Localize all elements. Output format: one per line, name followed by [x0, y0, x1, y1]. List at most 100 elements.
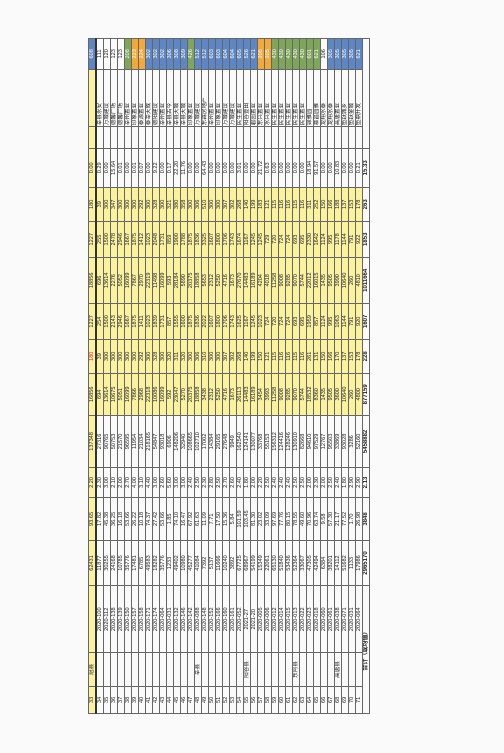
cell-j: 0.00 [327, 148, 335, 188]
cell-g: 1435 [320, 257, 328, 304]
cell-e: 115 [271, 339, 279, 374]
cell-f: 693 [292, 303, 300, 340]
cell-j: 0.01 [131, 148, 139, 188]
cell-area: 33067 [299, 540, 307, 586]
cell-g: 20375 [187, 257, 195, 304]
cell-b: 2.50 [264, 467, 272, 498]
cell-j: 0.00 [320, 148, 328, 188]
cell-area: 47305 [306, 540, 314, 586]
cell-h: 1500 [103, 221, 111, 258]
cell-code: 2020-071 [341, 585, 349, 653]
cell-d: 1673 [229, 373, 237, 416]
cell-dist [229, 652, 237, 687]
cell-g: 14483 [243, 257, 251, 304]
cell-h: 1144 [341, 221, 349, 258]
cell-h: 3325 [201, 221, 209, 258]
cell-area: 22061 [264, 540, 272, 586]
cell-no: 36 [110, 686, 118, 714]
cell-i: 300 [187, 187, 195, 222]
cell-c: 93018 [159, 415, 167, 468]
cell-area: 6384 [320, 540, 328, 586]
table-row: 38 2020-150 35776 53.66 2.70 96595 16099 300 166… [124, 38, 132, 714]
cell-c: 130910 [292, 415, 300, 468]
cell-g: 9070 [292, 257, 300, 304]
cell-c: 33869 [334, 415, 342, 468]
cell-b: 3.00 [180, 467, 188, 498]
cell-code: 2020-166 [215, 585, 223, 653]
cell-f: 1667 [124, 303, 132, 340]
cell-k [152, 126, 160, 149]
cell-k [201, 126, 209, 149]
cell-i: 311 [306, 187, 314, 222]
cell-d: 3993 [264, 373, 272, 416]
cell-g: 11498 [152, 257, 160, 304]
cell-i: 178 [355, 187, 363, 222]
cell-k [187, 126, 195, 149]
table-row: 66 2020-060 6384 9.58 2.00 12767 1435 150 1124 14… [320, 38, 328, 714]
cell-area: 52364 [292, 540, 300, 586]
cell-i: 300 [131, 187, 139, 222]
cell-k [110, 126, 118, 149]
cell-a: 93.65 [88, 497, 96, 541]
cell-h: 1667 [124, 221, 132, 258]
cell-f: 1023 [145, 303, 153, 340]
cell-d: 5051 [117, 373, 125, 416]
cell-tag: 223 [131, 38, 139, 70]
cell-j: 0.00 [159, 148, 167, 188]
cell-k [341, 126, 349, 149]
cell-d: 16099 [159, 373, 167, 416]
cell-no: 38 [124, 686, 132, 714]
cell-g: 11258 [271, 257, 279, 304]
cell-k [327, 126, 335, 149]
cell-i: 300 [215, 187, 223, 222]
cell-k [229, 126, 237, 149]
cell-d: 3454 [257, 373, 265, 416]
cell-name: 锦雅园 [306, 69, 314, 127]
cell-a: 74.37 [145, 497, 153, 541]
cell-i: 268 [236, 187, 244, 222]
cell-dist [96, 652, 104, 687]
land-transaction-table: 33 冠县 62431 93.65 2.20 137348 16856 180 1227 1885… [88, 38, 370, 714]
cell-dist [257, 652, 265, 687]
cell-d: 20375 [187, 373, 195, 416]
cell-b: 3.10 [138, 467, 146, 498]
cell-name: 德馨广场 [110, 69, 118, 127]
cell-name: 鱼跃金城 [348, 69, 356, 127]
table-row: 65 2020-018 42494 63.74 2.30 97529 8360 131 857 1… [313, 38, 321, 714]
cell-h: 693 [292, 221, 300, 258]
table-row: 48 莘县 2020-088 41084 61.63 2.50 102710 18858 306… [194, 38, 202, 714]
table-row: 35 2020-112 30255 45.38 3.00 90765 13614 300 150… [103, 38, 111, 714]
cell-b: 2.30 [201, 467, 209, 498]
cell-i: 188 [334, 187, 342, 222]
cell-i: 116 [278, 187, 286, 222]
cell-tag: 306 [166, 38, 174, 70]
cell-area: 30255 [103, 540, 111, 586]
cell-k [194, 126, 202, 149]
cell-i: 306 [194, 187, 202, 222]
cell-c: 130077 [250, 415, 258, 468]
cell-no: 35 [103, 686, 111, 714]
cell-h: 1900 [173, 221, 181, 258]
cell-e: 166 [327, 339, 335, 374]
cell-b: 2.10 [110, 467, 118, 498]
cell-j: 0.00 [348, 148, 356, 188]
cell-f: 1411 [138, 303, 146, 340]
cell-k [222, 126, 230, 149]
cell-j: 0.29 [96, 148, 104, 188]
cell-name: 万城建设 [103, 69, 111, 127]
cell-k [320, 126, 328, 149]
cell-dist [236, 652, 244, 687]
cell-f: 791 [348, 303, 356, 340]
cell-f: 2946 [117, 303, 125, 340]
cell-d: 8360 [313, 373, 321, 416]
cell-c: 124416 [278, 415, 286, 468]
cell-a: 67.92 [187, 497, 195, 541]
cell-tag: 224 [138, 38, 146, 70]
cell-tag: 305 [327, 38, 335, 70]
cell-code: 2020-061 [327, 585, 335, 653]
cell-area: 62431 [88, 540, 96, 586]
cell-area: 1133 [348, 540, 356, 586]
cell-k [180, 126, 188, 149]
cell-f: 2143 [110, 303, 118, 340]
cell-e: 300 [131, 339, 139, 374]
